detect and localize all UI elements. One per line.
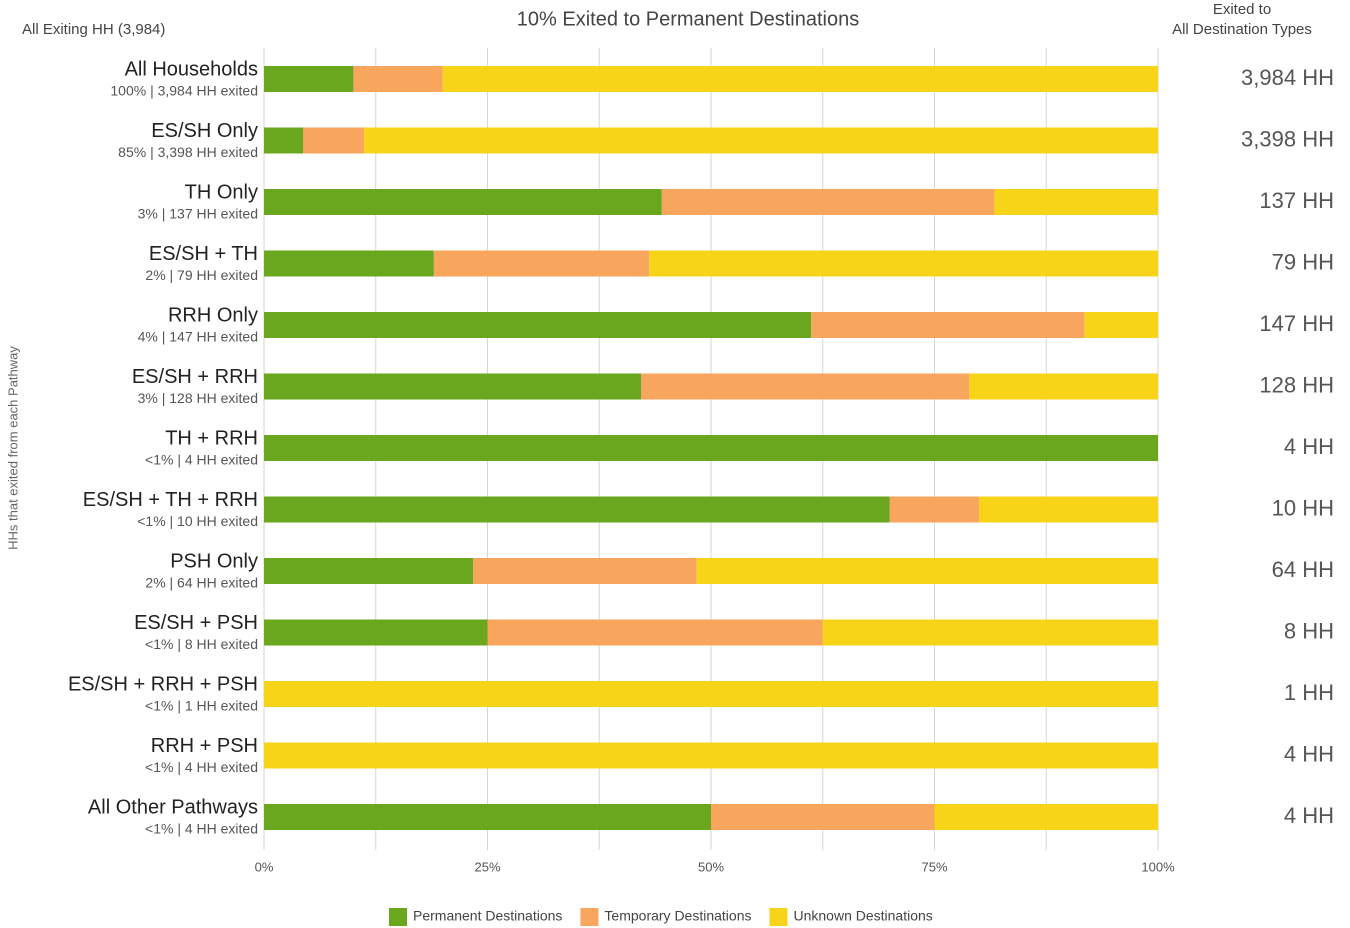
bar-segment bbox=[487, 619, 823, 646]
category-note: 100% | 3,984 HH exited bbox=[110, 83, 258, 99]
bar-segment bbox=[811, 312, 1085, 338]
bar-segment bbox=[473, 558, 697, 584]
bar-segment bbox=[442, 66, 1158, 92]
category-note: 4% | 147 HH exited bbox=[138, 329, 258, 345]
bar-segment bbox=[969, 373, 1158, 400]
bar-segment bbox=[264, 373, 642, 400]
right-label: 10 HH bbox=[1272, 495, 1334, 520]
category-note: 85% | 3,398 HH exited bbox=[118, 144, 258, 160]
bar-segment bbox=[264, 435, 1158, 461]
bar-segment bbox=[711, 804, 935, 830]
right-label: 64 HH bbox=[1272, 557, 1334, 582]
bar-segment bbox=[364, 127, 1158, 154]
bar-segment bbox=[641, 373, 970, 400]
legend-swatch bbox=[769, 908, 788, 926]
right-label: 4 HH bbox=[1284, 434, 1334, 459]
bar-segment bbox=[264, 496, 890, 523]
category-label: ES/SH + RRH bbox=[132, 366, 258, 388]
category-label: ES/SH + TH bbox=[149, 243, 258, 265]
right-label: 79 HH bbox=[1272, 249, 1334, 274]
category-note: <1% | 1 HH exited bbox=[145, 698, 258, 714]
legend-label: Temporary Destinations bbox=[604, 908, 751, 924]
category-note: <1% | 8 HH exited bbox=[145, 636, 258, 652]
category-label: All Other Pathways bbox=[88, 796, 258, 818]
category-note: <1% | 4 HH exited bbox=[145, 821, 258, 837]
right-label: 4 HH bbox=[1284, 803, 1334, 828]
bar-segment bbox=[822, 619, 1158, 646]
bar-segment bbox=[934, 804, 1158, 830]
subtitle: All Exiting HH (3,984) bbox=[22, 21, 165, 38]
bar-segment bbox=[889, 496, 980, 523]
bar-segment bbox=[1084, 312, 1158, 338]
category-note: <1% | 10 HH exited bbox=[137, 513, 258, 529]
bar-segment bbox=[264, 312, 812, 338]
category-label: TH + RRH bbox=[165, 427, 258, 449]
category-note: <1% | 4 HH exited bbox=[145, 452, 258, 468]
category-label: ES/SH + PSH bbox=[134, 612, 258, 634]
right-label: 1 HH bbox=[1284, 680, 1334, 705]
category-label: RRH + PSH bbox=[151, 735, 258, 757]
bar-segment bbox=[264, 742, 1158, 769]
y-axis-label: HHs that exited from each Pathway bbox=[5, 346, 20, 550]
x-tick-label: 75% bbox=[921, 859, 947, 874]
legend-swatch bbox=[580, 908, 599, 926]
category-label: ES/SH Only bbox=[151, 120, 258, 142]
bar-segment bbox=[264, 189, 662, 215]
bar-segment bbox=[264, 250, 434, 277]
legend-swatch bbox=[389, 908, 407, 926]
bar-segment bbox=[433, 250, 650, 277]
category-label: TH Only bbox=[185, 181, 258, 203]
right-header: Exited to bbox=[1213, 1, 1271, 18]
category-note: 3% | 128 HH exited bbox=[138, 390, 258, 406]
category-note: 2% | 64 HH exited bbox=[145, 575, 258, 591]
right-label: 128 HH bbox=[1259, 372, 1334, 397]
bar-segment bbox=[661, 189, 995, 215]
bar-segment bbox=[264, 558, 474, 584]
bar-segment bbox=[264, 619, 488, 646]
x-tick-label: 25% bbox=[474, 859, 500, 874]
category-note: 2% | 79 HH exited bbox=[145, 267, 258, 283]
right-header: All Destination Types bbox=[1172, 21, 1312, 38]
x-tick-label: 100% bbox=[1141, 859, 1175, 874]
bar-segment bbox=[264, 127, 304, 154]
bar-segment bbox=[264, 804, 711, 830]
right-label: 3,984 HH bbox=[1241, 65, 1334, 90]
x-tick-label: 0% bbox=[255, 859, 274, 874]
bar-segment bbox=[994, 189, 1158, 215]
x-tick-label: 50% bbox=[698, 859, 724, 874]
bar-segment bbox=[353, 66, 443, 92]
category-note: <1% | 4 HH exited bbox=[145, 759, 258, 775]
right-label: 137 HH bbox=[1259, 188, 1334, 213]
category-label: ES/SH + RRH + PSH bbox=[68, 673, 258, 695]
chart-title: 10% Exited to Permanent Destinations bbox=[517, 8, 859, 30]
right-label: 8 HH bbox=[1284, 618, 1334, 643]
right-label: 147 HH bbox=[1259, 311, 1334, 336]
category-label: RRH Only bbox=[168, 304, 258, 326]
bar-segment bbox=[979, 496, 1158, 523]
bar-segment bbox=[696, 558, 1158, 584]
right-label: 3,398 HH bbox=[1241, 126, 1334, 151]
bar-segment bbox=[264, 681, 1158, 707]
category-label: All Households bbox=[125, 58, 258, 80]
category-note: 3% | 137 HH exited bbox=[138, 206, 258, 222]
legend-label: Unknown Destinations bbox=[793, 908, 932, 924]
bar-segment bbox=[264, 66, 354, 92]
bar-segment bbox=[649, 250, 1158, 277]
right-label: 4 HH bbox=[1284, 741, 1334, 766]
category-label: PSH Only bbox=[170, 550, 258, 572]
category-label: ES/SH + TH + RRH bbox=[83, 489, 258, 511]
legend-label: Permanent Destinations bbox=[413, 908, 562, 924]
bar-segment bbox=[303, 127, 365, 154]
